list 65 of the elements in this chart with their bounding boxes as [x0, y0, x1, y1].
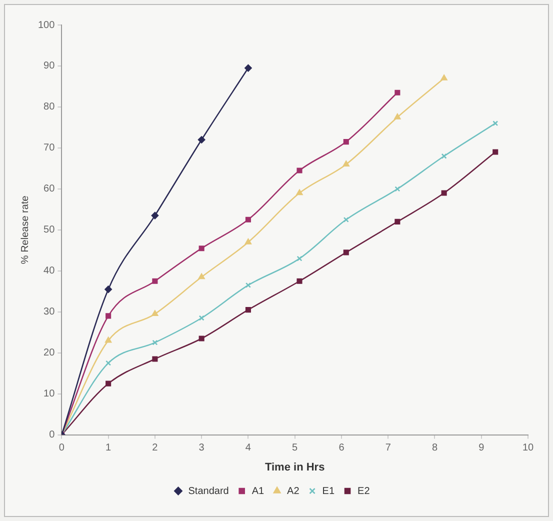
- x-tick-label: 10: [522, 442, 534, 454]
- point: [245, 307, 251, 313]
- point: [343, 216, 349, 222]
- x-tick-label: 0: [58, 442, 65, 454]
- point: [198, 315, 204, 321]
- point: [492, 149, 498, 155]
- x-tick-label: 6: [338, 442, 345, 454]
- point: [296, 168, 302, 174]
- x-tick-label: 2: [152, 442, 158, 454]
- x-tick-label: 8: [432, 442, 438, 454]
- point: [244, 64, 252, 72]
- legend-label: A2: [287, 486, 300, 497]
- point: [198, 273, 205, 280]
- y-tick-label: 50: [44, 224, 56, 236]
- legend-label: E2: [358, 486, 370, 497]
- y-tick-label: 20: [44, 348, 56, 359]
- point: [394, 114, 401, 120]
- point: [245, 282, 251, 288]
- point: [152, 310, 158, 316]
- point: [441, 190, 447, 196]
- y-axis-title: % Release rate: [20, 195, 31, 264]
- point: [152, 340, 158, 346]
- legend-label: Standard: [188, 486, 229, 497]
- point: [343, 250, 349, 256]
- point: [394, 186, 400, 192]
- x-tick-label: 3: [198, 442, 205, 454]
- point: [440, 74, 448, 80]
- point: [151, 212, 159, 220]
- point: [105, 336, 112, 343]
- y-tick-label: 100: [38, 20, 56, 31]
- x-axis-title: Time in Hrs: [264, 461, 325, 474]
- y-tick-label: 60: [44, 184, 56, 195]
- point: [198, 136, 206, 144]
- point: [198, 246, 204, 252]
- x-tick-label: 7: [385, 442, 392, 454]
- point: [244, 238, 252, 244]
- legend-label: A1: [252, 486, 264, 497]
- point: [441, 153, 447, 159]
- y-tick-label: 70: [44, 142, 56, 154]
- point: [296, 189, 303, 196]
- point: [296, 256, 302, 262]
- point: [198, 336, 204, 342]
- y-tick-label: 40: [44, 266, 56, 277]
- y-tick-label: 0: [49, 430, 56, 441]
- point: [343, 139, 349, 145]
- point: [106, 380, 112, 386]
- legend-label: E1: [322, 486, 335, 497]
- point: [152, 356, 158, 362]
- point: [245, 216, 251, 222]
- y-tick-label: 90: [44, 60, 56, 72]
- y-tick-label: 30: [44, 306, 56, 318]
- point: [106, 313, 112, 319]
- x-tick-label: 9: [478, 442, 485, 454]
- point: [152, 278, 158, 284]
- point: [394, 218, 400, 224]
- point: [106, 360, 112, 366]
- x-tick-label: 4: [245, 442, 252, 454]
- x-tick-label: 5: [292, 442, 298, 454]
- y-tick-label: 10: [44, 388, 56, 400]
- point: [394, 90, 400, 96]
- y-tick-label: 80: [44, 102, 56, 113]
- point: [296, 278, 302, 284]
- point: [342, 160, 350, 166]
- point: [104, 286, 112, 293]
- x-tick-label: 1: [106, 442, 112, 454]
